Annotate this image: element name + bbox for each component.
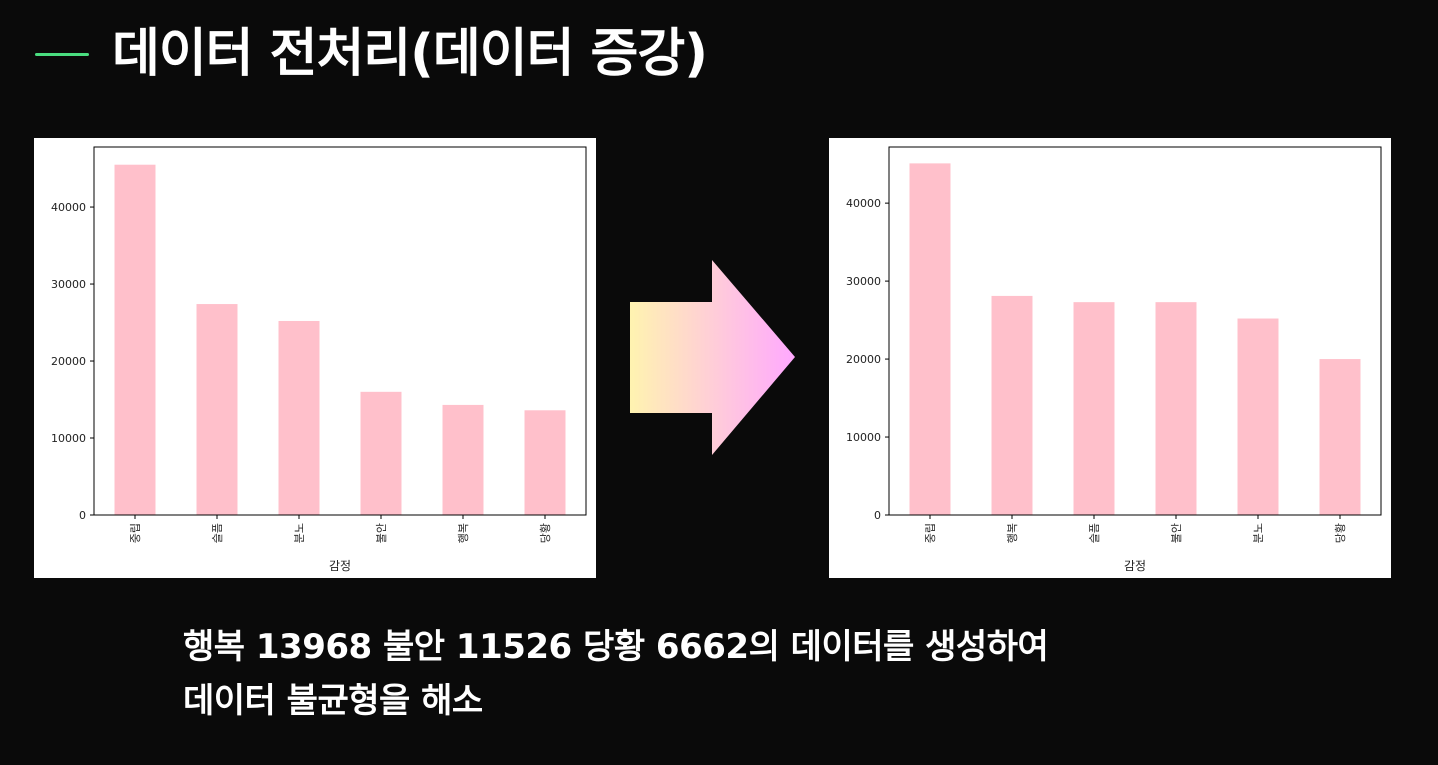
right-arrow-icon <box>630 260 796 460</box>
caption: 행복 13968 불안 11526 당황 6662의 데이터를 생성하여 데이터… <box>183 620 1049 728</box>
y-tick-label: 20000 <box>846 353 881 366</box>
bar-당황 <box>524 410 566 515</box>
x-tick-label: 불안 <box>375 523 388 543</box>
x-tick-label: 분노 <box>1252 523 1265 543</box>
bar-행복 <box>991 295 1033 515</box>
y-tick-label: 30000 <box>51 278 86 291</box>
x-tick-label: 슬픔 <box>1088 523 1101 543</box>
x-tick-label: 행복 <box>1006 523 1019 543</box>
x-axis-label: 감정 <box>1124 559 1146 573</box>
x-tick-label: 불안 <box>1170 523 1183 543</box>
plot-frame <box>93 146 587 516</box>
y-tick-label: 0 <box>874 509 881 522</box>
x-tick-label: 중립 <box>924 523 937 543</box>
y-tick-label: 20000 <box>51 355 86 368</box>
bar-불안 <box>360 391 402 515</box>
bar-슬픔 <box>196 304 238 515</box>
x-tick-label: 당황 <box>1334 523 1347 543</box>
x-tick-label: 당황 <box>539 523 552 543</box>
y-tick-label: 30000 <box>846 275 881 288</box>
bar-분노 <box>278 320 320 515</box>
y-tick-label: 10000 <box>51 432 86 445</box>
x-tick-label: 슬픔 <box>211 523 224 543</box>
bar-슬픔 <box>1073 302 1115 515</box>
y-tick-label: 0 <box>79 509 86 522</box>
y-tick-label: 40000 <box>51 201 86 214</box>
bar-중립 <box>114 164 156 516</box>
y-tick-label: 10000 <box>846 431 881 444</box>
bar-분노 <box>1237 318 1279 515</box>
slide-title: 데이터 전처리(데이터 증강) <box>112 24 708 84</box>
x-tick-label: 행복 <box>457 523 470 543</box>
bar-불안 <box>1155 302 1197 515</box>
caption-line-2: 데이터 불균형을 해소 <box>183 681 483 721</box>
bar-행복 <box>442 404 484 515</box>
bar-중립 <box>909 163 951 516</box>
y-tick-label: 40000 <box>846 197 881 210</box>
bar-당황 <box>1319 359 1361 515</box>
x-axis-label: 감정 <box>329 559 351 573</box>
plot-frame <box>888 146 1382 516</box>
title-accent-line <box>35 53 89 56</box>
arrow-shape <box>630 260 795 455</box>
caption-line-1: 행복 13968 불안 11526 당황 6662의 데이터를 생성하여 <box>183 627 1049 667</box>
x-tick-label: 분노 <box>293 523 306 543</box>
x-tick-label: 중립 <box>129 523 142 543</box>
